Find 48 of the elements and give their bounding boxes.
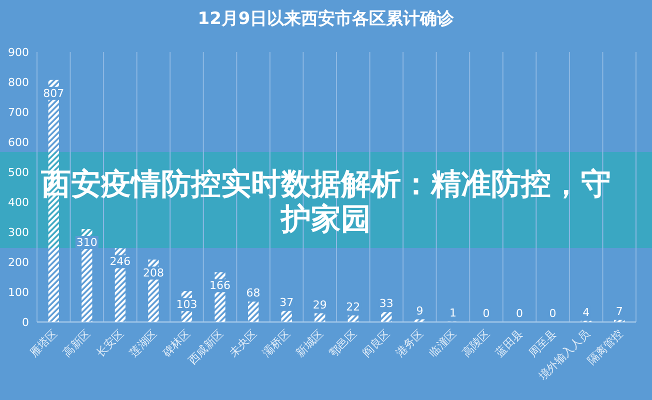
y-tick-label: 200 bbox=[8, 256, 29, 269]
data-label: 310 bbox=[76, 236, 98, 249]
y-tick-label: 500 bbox=[8, 166, 29, 179]
data-label: 1 bbox=[449, 306, 456, 320]
x-tick-label: 雁塔区 bbox=[27, 326, 60, 360]
data-label: 4 bbox=[582, 306, 590, 319]
y-tick-label: 400 bbox=[8, 196, 29, 209]
bar bbox=[314, 313, 326, 322]
bar bbox=[381, 312, 392, 322]
x-tick-label: 未央区 bbox=[226, 326, 260, 360]
x-tick-label: 蓝田县 bbox=[493, 326, 526, 360]
y-tick-label: 0 bbox=[22, 316, 29, 329]
x-tick-label: 灞桥区 bbox=[260, 326, 293, 360]
x-tick-label: 莲湖区 bbox=[127, 326, 160, 360]
y-tick-label: 100 bbox=[8, 286, 29, 299]
y-tick-label: 300 bbox=[8, 226, 29, 239]
bar bbox=[348, 315, 358, 322]
y-tick-label: 800 bbox=[8, 76, 29, 89]
y-tick-label: 700 bbox=[8, 106, 29, 119]
bar bbox=[281, 310, 292, 322]
chart-title: 12月9日以来西安市各区累计确诊 bbox=[198, 9, 456, 29]
y-tick-label: 600 bbox=[8, 136, 29, 149]
data-label: 0 bbox=[482, 307, 490, 320]
data-label: 7 bbox=[616, 304, 623, 318]
data-label: 9 bbox=[416, 304, 424, 318]
y-tick-label: 900 bbox=[8, 46, 29, 59]
x-tick-label: 阎良区 bbox=[360, 326, 393, 360]
x-tick-label: 鄠邑区 bbox=[326, 326, 360, 360]
data-label: 0 bbox=[549, 307, 556, 320]
data-label: 807 bbox=[43, 86, 64, 100]
data-label: 166 bbox=[210, 279, 231, 292]
data-label: 68 bbox=[246, 286, 260, 300]
data-label: 246 bbox=[110, 255, 131, 268]
data-label: 0 bbox=[516, 307, 524, 320]
x-tick-label: 高陵区 bbox=[460, 326, 492, 360]
x-tick-label: 港务区 bbox=[393, 326, 426, 360]
x-tick-label: 临潼区 bbox=[426, 326, 460, 360]
data-label: 37 bbox=[280, 296, 294, 309]
bar bbox=[248, 302, 259, 322]
data-label: 33 bbox=[379, 297, 394, 310]
data-label: 208 bbox=[142, 266, 164, 280]
x-tick-label: 新城区 bbox=[293, 326, 326, 360]
data-label: 103 bbox=[176, 298, 198, 312]
data-label: 22 bbox=[346, 300, 360, 314]
bar bbox=[414, 319, 426, 322]
x-tick-label: 长安区 bbox=[94, 326, 126, 360]
data-label: 29 bbox=[312, 298, 327, 312]
x-tick-label: 高新区 bbox=[60, 326, 94, 360]
